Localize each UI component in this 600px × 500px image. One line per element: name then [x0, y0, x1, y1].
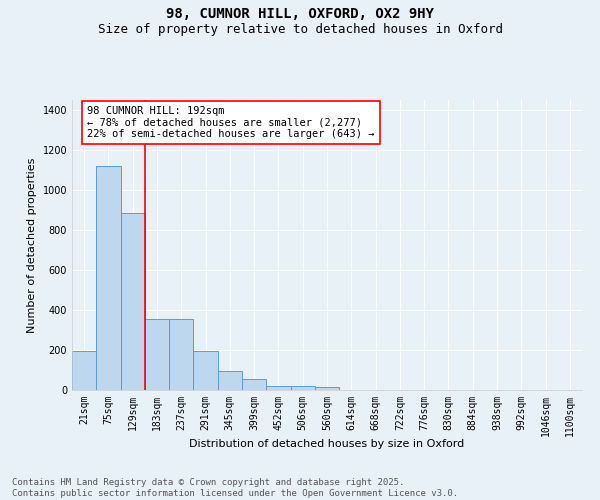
Bar — [145, 319, 169, 390]
X-axis label: Distribution of detached houses by size in Oxford: Distribution of detached houses by size … — [190, 439, 464, 449]
Text: Size of property relative to detached houses in Oxford: Size of property relative to detached ho… — [97, 22, 503, 36]
Bar — [169, 319, 193, 390]
Bar — [96, 166, 121, 390]
Bar — [121, 213, 145, 390]
Bar — [242, 378, 266, 390]
Bar — [193, 351, 218, 390]
Y-axis label: Number of detached properties: Number of detached properties — [27, 158, 37, 332]
Text: 98, CUMNOR HILL, OXFORD, OX2 9HY: 98, CUMNOR HILL, OXFORD, OX2 9HY — [166, 8, 434, 22]
Bar — [72, 351, 96, 390]
Bar — [290, 386, 315, 390]
Text: 98 CUMNOR HILL: 192sqm
← 78% of detached houses are smaller (2,277)
22% of semi-: 98 CUMNOR HILL: 192sqm ← 78% of detached… — [88, 106, 375, 139]
Bar — [218, 372, 242, 390]
Bar — [266, 386, 290, 390]
Text: Contains HM Land Registry data © Crown copyright and database right 2025.
Contai: Contains HM Land Registry data © Crown c… — [12, 478, 458, 498]
Bar — [315, 387, 339, 390]
